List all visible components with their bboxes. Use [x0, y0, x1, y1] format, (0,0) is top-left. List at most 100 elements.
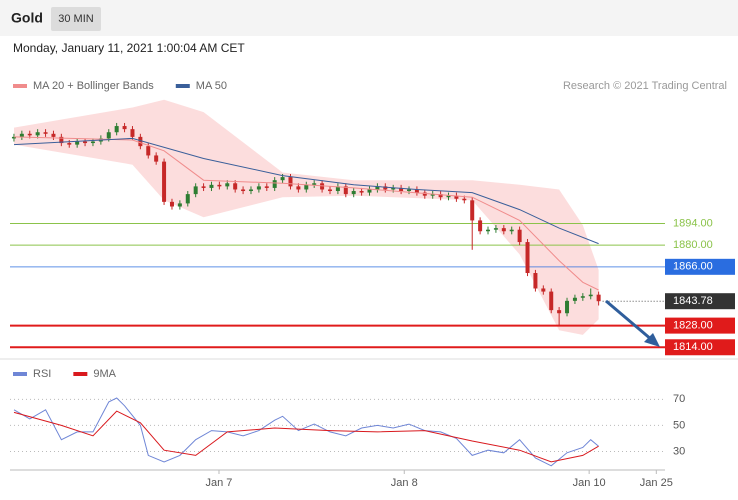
candle-body — [67, 143, 72, 145]
candle-body — [391, 187, 396, 190]
candle-body — [19, 133, 24, 137]
candle-body — [169, 201, 174, 207]
candle-body — [383, 186, 388, 190]
candle-body — [486, 229, 491, 232]
candle-body — [83, 141, 88, 144]
candle-body — [11, 136, 16, 139]
candle-body — [312, 183, 317, 185]
x-tick-label: Jan 7 — [206, 477, 233, 489]
candle-body — [209, 184, 214, 188]
candle-body — [501, 228, 506, 232]
header-bar — [0, 0, 738, 36]
candle-body — [248, 189, 253, 192]
legend-label: RSI — [33, 368, 51, 380]
candle-body — [533, 273, 538, 289]
arrow-head — [644, 333, 660, 347]
instrument-title: Gold — [11, 10, 43, 26]
candle-body — [509, 229, 514, 232]
candle-body — [193, 186, 198, 195]
candle-body — [296, 186, 301, 190]
candle-body — [130, 129, 135, 137]
candle-body — [51, 133, 56, 137]
candle-body — [438, 194, 443, 198]
candle-body — [272, 180, 277, 188]
candle-body — [327, 189, 332, 192]
candle-body — [304, 184, 309, 190]
y-tick-label: 50 — [673, 419, 685, 431]
last-price-label: 1843.78 — [673, 295, 713, 307]
candle-body — [462, 198, 467, 201]
candle-body — [541, 288, 546, 292]
candle-body — [114, 126, 119, 133]
x-tick-label: Jan 25 — [640, 477, 673, 489]
x-tick-label: Jan 10 — [573, 477, 606, 489]
price-panel: 1894.00 1880.00 1866.00 1828.00 1814.00 1843.… — [10, 80, 735, 356]
arrow-shaft — [605, 299, 653, 342]
candle-body — [454, 195, 459, 199]
candle-body — [430, 194, 435, 196]
candle-body — [335, 186, 340, 192]
candle-body — [146, 146, 151, 156]
candle-body — [217, 184, 222, 187]
candle-body — [185, 194, 190, 204]
candle-body — [162, 161, 167, 202]
candle-body — [138, 136, 143, 147]
candle-body — [588, 294, 593, 297]
legend-label: 9MA — [93, 368, 116, 380]
interval-label[interactable]: 30 MIN — [58, 13, 94, 25]
candle-body — [549, 291, 554, 311]
moving-average-line — [13, 136, 599, 291]
level-label: 1814.00 — [673, 341, 713, 353]
candle-body — [264, 186, 269, 188]
y-tick-label: 30 — [673, 445, 685, 457]
interval-button[interactable] — [51, 7, 101, 31]
candle-body — [201, 186, 206, 188]
candle-body — [43, 132, 48, 134]
indicator-line — [13, 410, 599, 463]
level-label-box — [665, 258, 735, 275]
candle-body — [399, 187, 404, 192]
candle-body — [75, 141, 80, 145]
candle-body — [154, 155, 159, 162]
candle-body — [572, 297, 577, 301]
moving-average-line — [13, 137, 599, 245]
level-label-box — [665, 317, 735, 334]
attribution: Research © 2021 Trading Central — [563, 80, 727, 92]
bollinger-band — [14, 99, 599, 335]
candle-body — [351, 191, 356, 195]
candle-body — [225, 183, 230, 187]
legend-swatch — [175, 84, 190, 88]
candle-body — [288, 177, 293, 187]
candle-body — [375, 186, 380, 190]
legend-swatch — [73, 372, 88, 376]
candle-body — [525, 242, 530, 274]
level-label: 1880.00 — [673, 239, 713, 251]
candle-body — [478, 220, 483, 232]
candle-body — [233, 183, 238, 190]
candle-body — [517, 229, 522, 243]
candle-body — [422, 192, 427, 196]
level-label: 1866.00 — [673, 261, 713, 273]
level-label: 1828.00 — [673, 320, 713, 332]
candle-body — [414, 189, 419, 193]
last-price-box — [665, 293, 735, 310]
candle-body — [59, 136, 64, 144]
candle-body — [565, 300, 570, 314]
y-tick-label: 70 — [673, 393, 685, 405]
candle-body — [343, 186, 348, 195]
candle-body — [27, 133, 32, 136]
candle-body — [446, 195, 451, 198]
candle-body — [122, 126, 127, 130]
candle-body — [470, 200, 475, 221]
candle-body — [241, 189, 246, 192]
legend-swatch — [13, 372, 27, 376]
candle-body — [177, 203, 182, 207]
candle-body — [407, 189, 412, 192]
candle-body — [359, 191, 364, 193]
candle-body — [596, 294, 601, 302]
candle-body — [106, 132, 111, 139]
legend-label: MA 20 + Bollinger Bands — [33, 80, 154, 92]
datetime: Monday, January 11, 2021 1:00:04 AM CET — [13, 41, 245, 55]
